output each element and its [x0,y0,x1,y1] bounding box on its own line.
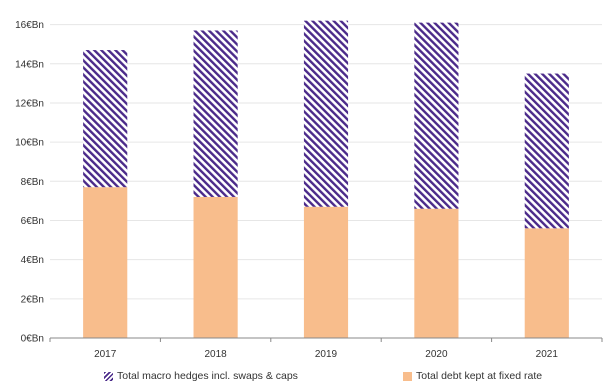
x-tick-label: 2019 [315,349,338,360]
y-tick-label: 2€Bn [21,294,44,305]
bars [83,21,569,338]
y-tick-label: 6€Bn [21,216,44,227]
y-tick-label: 16€Bn [15,20,44,31]
legend-label-debt: Total debt kept at fixed rate [416,370,542,382]
stacked-bar-chart: 0€Bn 2€Bn 4€Bn 6€Bn 8€Bn 10€Bn 12€Bn 14€Bn 16€Bn… [0,0,604,368]
y-tick-label: 0€Bn [21,334,44,345]
bar-segment-macro-hedges [304,21,348,207]
legend-swatch-hatched [104,372,113,381]
bar-segment-debt-fixed-rate [83,187,127,338]
x-tick-label: 2021 [536,349,559,360]
legend-swatch-solid [403,372,412,381]
legend-label-hedges: Total macro hedges incl. swaps & caps [117,370,298,382]
legend-item-hedges: Total macro hedges incl. swaps & caps [104,370,298,382]
y-tick-label: 8€Bn [21,177,44,188]
bar-segment-debt-fixed-rate [194,197,238,338]
bar-segment-macro-hedges [83,50,127,187]
bar-segment-macro-hedges [414,23,458,209]
y-tick-label: 10€Bn [15,138,44,149]
bar-segment-debt-fixed-rate [525,228,569,338]
bar-segment-macro-hedges [194,30,238,197]
y-axis-ticks: 0€Bn 2€Bn 4€Bn 6€Bn 8€Bn 10€Bn 12€Bn 14€Bn 16€Bn [15,20,44,344]
bar-segment-debt-fixed-rate [304,207,348,338]
bar-segment-debt-fixed-rate [414,209,458,338]
legend-item-debt: Total debt kept at fixed rate [403,370,542,382]
x-tick-label: 2017 [94,349,117,360]
y-tick-label: 12€Bn [15,98,44,109]
x-axis-ticks: 2017 2018 2019 2020 2021 [50,338,602,360]
y-tick-label: 14€Bn [15,59,44,70]
x-tick-label: 2018 [204,349,227,360]
x-tick-label: 2020 [425,349,448,360]
bar-segment-macro-hedges [525,74,569,229]
y-tick-label: 4€Bn [21,255,44,266]
legend: Total macro hedges incl. swaps & caps To… [0,369,604,385]
